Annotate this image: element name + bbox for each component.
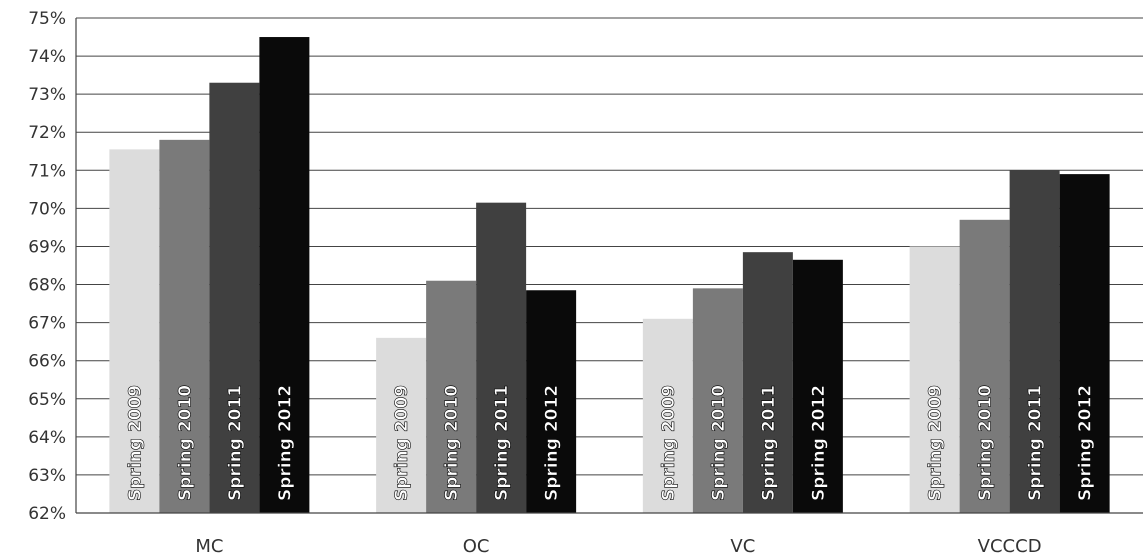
bar-series-label: Spring 2010	[709, 385, 729, 501]
bar-series-label: Spring 2011	[492, 385, 512, 501]
y-tick-label: 67%	[28, 314, 66, 334]
category-labels: MC OC VC VCCCD	[195, 536, 1041, 557]
bar	[109, 149, 160, 513]
bar	[792, 259, 843, 513]
y-tick-label: 65%	[28, 390, 66, 410]
bar	[526, 290, 577, 513]
y-tick-label: 68%	[28, 276, 66, 296]
y-tick-label: 72%	[28, 123, 66, 143]
y-tick-label: 66%	[28, 352, 66, 372]
bar	[259, 37, 310, 514]
y-tick-label: 62%	[28, 504, 66, 524]
bar	[959, 219, 1010, 514]
bars-layer	[109, 37, 1110, 514]
bar	[909, 246, 960, 513]
bar-series-label: Spring 2009	[659, 385, 679, 501]
bar-series-label: Spring 2010	[442, 385, 462, 501]
bar-series-label: Spring 2012	[542, 385, 562, 501]
y-tick-label: 69%	[28, 237, 66, 257]
bar-series-label: Spring 2011	[225, 385, 245, 501]
y-tick-label: 73%	[28, 85, 66, 105]
y-tick-label: 70%	[28, 199, 66, 219]
bar-labels-layer: Spring 2009 Spring 2010 Spring 2011 Spring …	[125, 384, 1096, 501]
x-category-label: MC	[195, 536, 223, 557]
bar	[692, 288, 743, 513]
bar-series-label: Spring 2009	[125, 385, 145, 501]
bar	[642, 318, 693, 513]
y-axis-ticks: 62% 63% 64% 65% 66% 67% 68% 69% 70% 71% 72% 73% 74% 7…	[28, 9, 66, 524]
bar-series-label: Spring 2012	[809, 385, 829, 501]
bar	[476, 202, 527, 513]
bar-series-label: Spring 2010	[976, 385, 996, 501]
bar-series-label: Spring 2011	[759, 385, 779, 501]
x-category-label: VCCCD	[978, 536, 1042, 557]
bar	[742, 252, 793, 513]
bar-series-label: Spring 2012	[1076, 385, 1096, 501]
bar	[376, 337, 427, 513]
bar-series-label: Spring 2009	[392, 385, 412, 501]
bar	[1059, 174, 1110, 513]
bar	[1009, 170, 1060, 514]
y-tick-label: 74%	[28, 47, 66, 67]
bar	[426, 280, 477, 513]
bar	[209, 82, 260, 513]
y-tick-label: 75%	[28, 9, 66, 29]
bar-series-label: Spring 2011	[1026, 385, 1046, 501]
bar	[159, 139, 210, 513]
x-category-label: VC	[730, 536, 755, 557]
bar-series-label: Spring 2012	[275, 385, 295, 501]
y-tick-label: 71%	[28, 161, 66, 181]
bar-series-label: Spring 2009	[926, 385, 946, 501]
x-category-label: OC	[463, 536, 490, 557]
bar-series-label: Spring 2010	[175, 385, 195, 501]
y-tick-label: 63%	[28, 466, 66, 486]
y-tick-label: 64%	[28, 428, 66, 448]
